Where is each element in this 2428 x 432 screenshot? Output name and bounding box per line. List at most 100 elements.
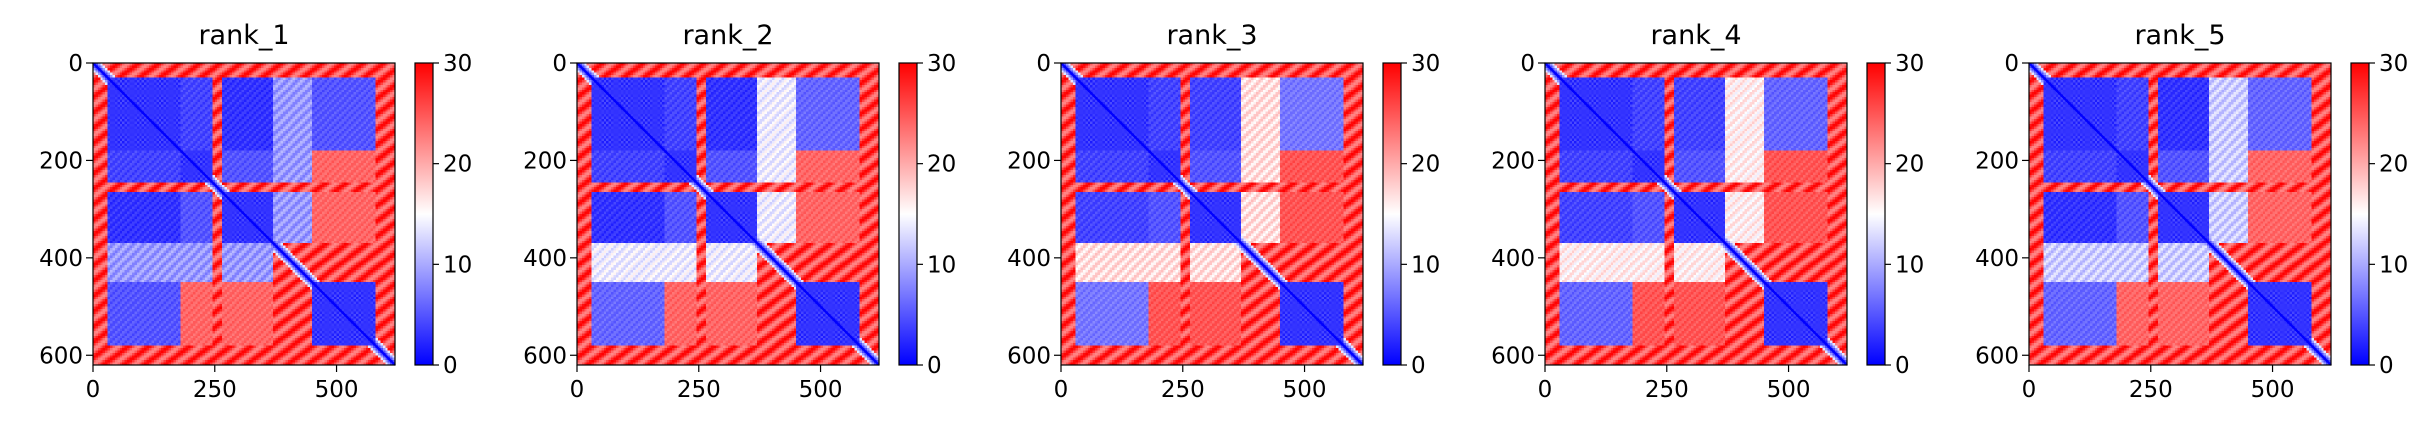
heatmap-cell bbox=[273, 65, 276, 68]
heatmap-cell bbox=[127, 68, 130, 71]
heatmap-cell bbox=[193, 68, 196, 71]
heatmap-cell bbox=[176, 65, 179, 68]
heatmap-cell bbox=[134, 68, 137, 71]
heatmap-cell bbox=[378, 65, 381, 68]
heatmap-cell bbox=[203, 68, 206, 71]
heatmap-cell bbox=[390, 68, 393, 71]
heatmap-cell bbox=[144, 68, 147, 71]
heatmap-cell bbox=[349, 68, 352, 71]
heatmap-cell bbox=[376, 65, 379, 68]
heatmap-cell bbox=[261, 65, 264, 68]
heatmap-cell bbox=[210, 65, 213, 68]
heatmap-cell bbox=[281, 68, 284, 71]
heatmap-cell bbox=[166, 68, 169, 71]
heatmap-cell bbox=[156, 70, 159, 73]
heatmap-cell bbox=[117, 68, 120, 71]
heatmap-cell bbox=[151, 70, 154, 73]
heatmap-cell bbox=[195, 65, 198, 68]
heatmap-cell bbox=[259, 68, 262, 71]
heatmap-cell bbox=[373, 68, 376, 71]
heatmap-cell bbox=[144, 65, 147, 68]
heatmap-cell bbox=[337, 65, 340, 68]
heatmap-cell bbox=[112, 65, 115, 68]
heatmap-cell bbox=[166, 70, 169, 73]
heatmap-cell bbox=[244, 65, 247, 68]
heatmap-cell bbox=[312, 65, 315, 68]
heatmap-cell bbox=[251, 65, 254, 68]
heatmap-cell bbox=[144, 70, 147, 73]
heatmap-cell bbox=[281, 65, 284, 68]
heatmap-cell bbox=[173, 68, 176, 71]
heatmap-cell bbox=[242, 65, 245, 68]
heatmap-cell bbox=[263, 65, 266, 68]
heatmap-cell bbox=[246, 65, 249, 68]
heatmap-cell bbox=[312, 68, 315, 71]
heatmap-cell bbox=[220, 68, 223, 71]
heatmap-cell bbox=[278, 65, 281, 68]
heatmap-cell bbox=[356, 68, 359, 71]
heatmap-cell bbox=[334, 65, 337, 68]
heatmap-cell bbox=[186, 68, 189, 71]
heatmap-cell bbox=[156, 68, 159, 71]
heatmap-cell bbox=[120, 65, 123, 68]
heatmap-cell bbox=[147, 65, 150, 68]
heatmap-cell bbox=[298, 68, 301, 71]
heatmap-cell bbox=[164, 70, 167, 73]
heatmap-cell bbox=[229, 65, 232, 68]
heatmap-cell bbox=[307, 68, 310, 71]
heatmap-cell bbox=[198, 65, 201, 68]
heatmap-cell bbox=[339, 68, 342, 71]
heatmap-cell bbox=[339, 65, 342, 68]
heatmap-cell bbox=[110, 65, 113, 68]
heatmap-cell bbox=[305, 65, 308, 68]
heatmap-cell bbox=[103, 68, 106, 71]
heatmap-cell bbox=[166, 65, 169, 68]
heatmap-cell bbox=[188, 70, 191, 73]
heatmap-cell bbox=[207, 68, 210, 71]
heatmap-cell bbox=[151, 68, 154, 71]
heatmap-cell bbox=[337, 68, 340, 71]
heatmap-cell bbox=[132, 68, 135, 71]
heatmap-cell bbox=[302, 65, 305, 68]
heatmap-cell bbox=[324, 68, 327, 71]
heatmap-cell bbox=[256, 68, 259, 71]
heatmap-cell bbox=[234, 68, 237, 71]
heatmap-cell bbox=[310, 68, 313, 71]
heatmap-cell bbox=[183, 65, 186, 68]
heatmap-cell bbox=[300, 68, 303, 71]
heatmap-cell bbox=[234, 65, 237, 68]
heatmap-cell bbox=[239, 68, 242, 71]
heatmap-cell bbox=[139, 70, 142, 73]
heatmap-cell bbox=[329, 68, 332, 71]
heatmap-cell bbox=[259, 65, 262, 68]
heatmap-cell bbox=[237, 65, 240, 68]
heatmap-cell bbox=[100, 65, 103, 68]
heatmap-cell bbox=[373, 65, 376, 68]
heatmap-cell bbox=[332, 65, 335, 68]
heatmap-cell bbox=[195, 70, 198, 73]
heatmap-cell bbox=[193, 70, 196, 73]
heatmap-cell bbox=[361, 68, 364, 71]
heatmap-cell bbox=[127, 65, 130, 68]
heatmap-cell bbox=[108, 68, 111, 71]
heatmap-cell bbox=[266, 68, 269, 71]
heatmap-cell bbox=[315, 65, 318, 68]
heatmap-cell bbox=[249, 65, 252, 68]
heatmap-cell bbox=[181, 70, 184, 73]
heatmap-cell bbox=[368, 65, 371, 68]
heatmap-cell bbox=[151, 65, 154, 68]
heatmap-cell bbox=[361, 65, 364, 68]
heatmap-cell bbox=[108, 65, 111, 68]
heatmap-cell bbox=[227, 68, 230, 71]
heatmap-cell bbox=[142, 68, 145, 71]
heatmap-cell bbox=[283, 65, 286, 68]
heatmap-cell bbox=[227, 65, 230, 68]
heatmap-cell bbox=[127, 70, 130, 73]
heatmap-cell bbox=[164, 65, 167, 68]
heatmap-cell bbox=[295, 68, 298, 71]
heatmap-cell bbox=[358, 65, 361, 68]
heatmap-cell bbox=[159, 70, 162, 73]
heatmap-cell bbox=[110, 70, 113, 73]
heatmap-cell bbox=[188, 68, 191, 71]
heatmap-cell bbox=[149, 68, 152, 71]
